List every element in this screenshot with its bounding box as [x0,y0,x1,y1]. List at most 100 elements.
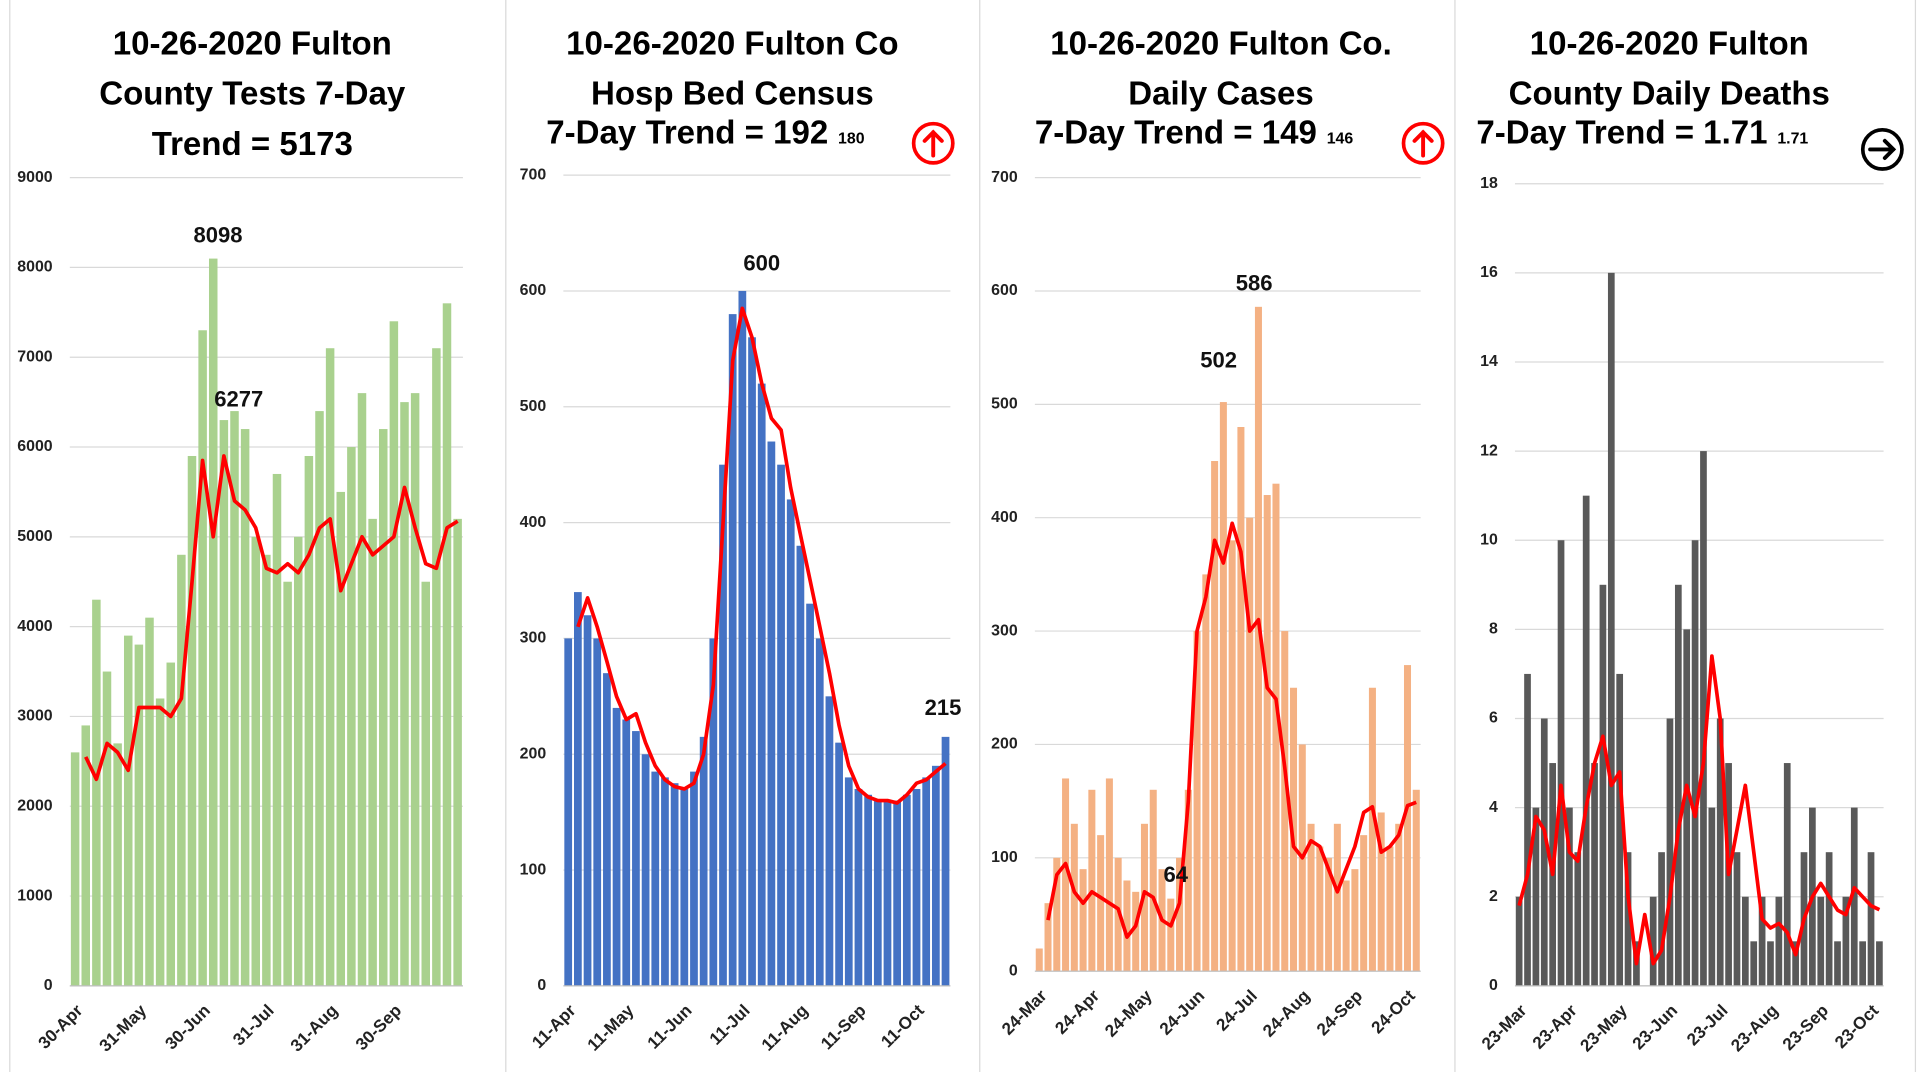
bar [410,393,420,986]
bar [1184,789,1192,972]
bar [325,348,335,986]
bar [1237,427,1245,972]
title-text: 7-Day Trend = 192 [546,114,828,151]
bar [368,518,377,986]
bar [1783,763,1791,986]
bar [1079,869,1087,972]
y-tick-label: 700 [520,166,547,183]
bar [1850,807,1858,986]
bar [1088,789,1096,972]
bar [835,742,843,986]
bar [854,788,863,986]
bar [1325,857,1333,972]
chart-title-line: County Daily Deaths [1509,76,1830,113]
trend-arrow-ring [1401,121,1445,165]
bar [432,348,441,986]
chart-title-line: Trend = 5173 [152,126,353,163]
bar [806,603,814,986]
annotation: 64 [1163,862,1188,887]
bar [728,314,737,986]
title-text: 7-Day Trend = 149 [1035,114,1317,151]
bar [1591,763,1598,986]
y-tick-label: 2 [1489,888,1498,905]
bar [1649,896,1657,986]
bar [564,638,573,986]
bar [1859,941,1866,986]
bar [1566,807,1573,986]
bar [400,402,409,986]
annotation: 6277 [214,387,263,412]
bar [1834,941,1841,986]
bar [1062,778,1070,972]
bar [1658,852,1665,986]
prior-trend: 146 [1327,130,1354,147]
bar [1524,673,1531,986]
bar [767,441,776,986]
bar [941,736,950,986]
annotation: 502 [1200,347,1237,372]
bar [1741,896,1749,986]
y-tick-label: 14 [1480,353,1498,370]
trend-arrow [922,129,944,158]
bar [680,788,689,986]
bar [1211,461,1219,972]
bar [1532,807,1540,986]
y-tick-label: 600 [520,282,547,299]
bar [347,447,356,986]
trend-line [1046,521,1417,939]
trend-arrow [1868,138,1897,160]
chart-title-line: 10-26-2020 Fulton [113,25,392,62]
bar [1219,402,1227,972]
bar [1281,631,1289,972]
bar [893,800,902,986]
bar [145,617,154,986]
bar [1342,880,1350,972]
y-tick-label: 10 [1480,531,1498,548]
y-tick-label: 0 [44,977,53,994]
bar [251,536,260,986]
bar [1228,540,1236,972]
bar [719,464,727,986]
chart-title-line: County Tests 7-Day [99,76,406,113]
bar [1825,852,1833,986]
chart-title-line: Daily Cases [1128,76,1314,113]
bar [670,783,679,986]
bar [187,455,197,986]
trend-line [84,454,459,782]
bar [1674,584,1682,986]
bar [283,581,292,986]
trend-line [1517,654,1881,966]
y-tick-label: 0 [537,977,546,994]
bar [1395,823,1403,972]
chart-title-line: 10-26-2020 Fulton Co [566,25,898,62]
bar [690,771,698,986]
bar [922,777,931,986]
annotation: 600 [743,251,780,276]
bar [453,518,462,986]
bar [931,765,940,986]
bar [902,794,911,986]
bar [1123,880,1131,972]
y-tick-label: 8 [1489,621,1498,638]
bar [1716,718,1724,986]
bar [304,455,314,986]
bar [1044,903,1052,972]
bar [1683,629,1691,986]
bar [757,383,766,986]
y-tick-label: 0 [1009,962,1018,979]
bar [1792,941,1799,986]
chart-panel: 10-26-2020 Fulton County Tests 7-Day Trend… [17,25,463,1055]
bar [1867,852,1875,986]
y-tick-label: 600 [991,282,1018,299]
y-tick-label: 12 [1480,442,1498,459]
y-tick-label: 400 [520,514,547,531]
bar [1053,857,1061,972]
prior-trend: 1.71 [1777,130,1808,147]
bar [1360,835,1368,972]
trend-arrow [1412,129,1434,158]
chart-panel: 10-26-2020 Fulton County Daily Deaths7-Da… [1476,25,1904,1055]
prior-trend: 180 [838,130,865,147]
bar [92,599,101,986]
